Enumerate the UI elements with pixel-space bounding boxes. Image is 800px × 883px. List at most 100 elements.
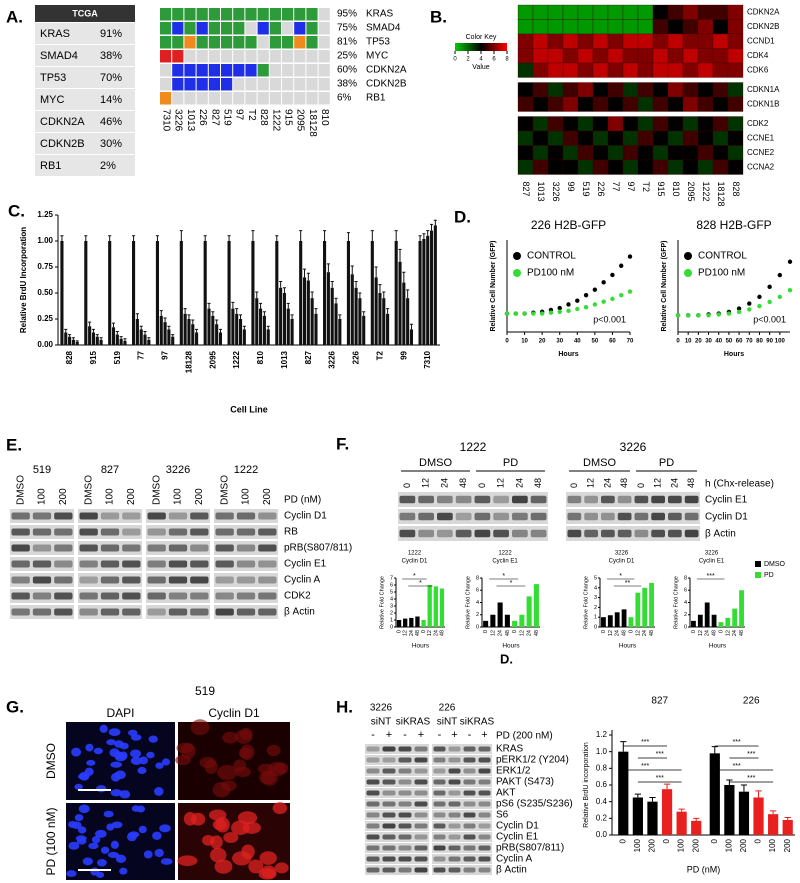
blot-band bbox=[382, 867, 396, 873]
protein-label: Cyclin D1 bbox=[705, 512, 748, 523]
bar bbox=[346, 241, 350, 345]
blot-strip bbox=[566, 509, 700, 524]
y-tick-label: 8 bbox=[684, 575, 687, 581]
x-tick-label: 24 bbox=[527, 630, 533, 636]
nucleus bbox=[110, 789, 123, 797]
blot-band bbox=[398, 746, 412, 752]
blot-band bbox=[366, 801, 380, 807]
x-tick-label: 0 bbox=[628, 630, 634, 633]
color-key bbox=[455, 43, 507, 51]
x-tick-label: 97 bbox=[161, 350, 170, 359]
blot-band bbox=[79, 544, 98, 552]
blot-band bbox=[168, 560, 188, 568]
oncoprint-cell bbox=[160, 78, 172, 91]
heatmap-cell bbox=[667, 62, 684, 78]
y-tick-label: 7 bbox=[390, 575, 393, 581]
heatmap-cell bbox=[622, 19, 639, 35]
oncoprint-cell bbox=[221, 50, 233, 63]
oncoprint-cell bbox=[269, 92, 281, 105]
oncoprint-gene: KRAS bbox=[366, 9, 394, 20]
data-point bbox=[610, 296, 615, 302]
oncoprint-cell bbox=[221, 22, 233, 35]
blot-band bbox=[463, 790, 476, 796]
nucleus bbox=[103, 810, 114, 818]
blot-band bbox=[122, 560, 141, 568]
bar bbox=[282, 293, 287, 345]
nucleus bbox=[95, 829, 107, 838]
bar bbox=[286, 308, 290, 345]
blot-band bbox=[433, 801, 446, 807]
oncoprint-percent: 38% bbox=[337, 79, 357, 90]
nucleus bbox=[119, 867, 128, 875]
blot-band bbox=[463, 867, 476, 873]
key-label: Value bbox=[472, 64, 489, 71]
nucleus bbox=[100, 846, 110, 854]
x-tick-label: 100 bbox=[768, 838, 777, 852]
error-bar bbox=[429, 223, 434, 231]
significance: *** bbox=[641, 763, 649, 770]
bar bbox=[782, 820, 793, 835]
bar bbox=[512, 620, 518, 627]
blot-band bbox=[122, 592, 141, 600]
heatmap-cell bbox=[667, 19, 684, 35]
blot-band bbox=[418, 495, 434, 504]
table-row bbox=[35, 45, 135, 66]
heatmap-cell bbox=[652, 82, 669, 98]
blot-band bbox=[684, 495, 699, 504]
oncoprint-cell bbox=[221, 64, 233, 77]
error-bar bbox=[155, 235, 159, 241]
stained-cell bbox=[234, 766, 251, 778]
heatmap-cell bbox=[727, 130, 744, 146]
bar bbox=[143, 334, 147, 345]
error-bar bbox=[251, 230, 255, 241]
heatmap-cell bbox=[562, 4, 579, 20]
blot-strip bbox=[365, 854, 429, 864]
bar bbox=[642, 587, 648, 627]
heatmap-cell bbox=[697, 48, 714, 64]
x-tick-label: 12 bbox=[635, 630, 641, 636]
sample-label: 828 bbox=[258, 109, 269, 126]
stained-cell bbox=[248, 859, 264, 874]
oncoprint-cell bbox=[221, 78, 233, 91]
bar bbox=[235, 313, 239, 345]
y-tick-label: 4 bbox=[390, 596, 393, 602]
bar bbox=[123, 340, 127, 345]
oncoprint-cell bbox=[245, 50, 257, 63]
oncoprint-cell bbox=[282, 78, 294, 91]
blot-band bbox=[634, 495, 649, 504]
bar bbox=[187, 319, 191, 345]
oncoprint-cell bbox=[172, 22, 184, 35]
error-bar bbox=[310, 291, 314, 299]
timepoint-label: 12 bbox=[653, 478, 663, 488]
error-bar bbox=[275, 235, 279, 241]
table-cell: KRAS bbox=[40, 28, 70, 40]
oncoprint-cell bbox=[196, 64, 208, 77]
bar bbox=[427, 585, 432, 627]
blot-band bbox=[617, 512, 632, 521]
error-bar bbox=[259, 302, 263, 309]
nucleus bbox=[154, 848, 164, 858]
oncoprint-cell bbox=[160, 22, 172, 35]
heatmap-cell bbox=[547, 130, 564, 146]
blot-band bbox=[366, 856, 380, 862]
blot-band bbox=[190, 544, 209, 552]
heatmap-cell bbox=[652, 62, 669, 78]
heatmap-cell bbox=[697, 82, 714, 98]
heatmap-cell bbox=[682, 48, 699, 64]
heatmap-cell bbox=[547, 82, 564, 98]
key-tick-label: 4 bbox=[479, 57, 483, 63]
data-point bbox=[531, 311, 536, 316]
heatmap-cell bbox=[727, 4, 744, 20]
blot-band bbox=[448, 834, 461, 840]
significance: * bbox=[619, 573, 622, 580]
nucleus bbox=[110, 761, 122, 768]
bar bbox=[68, 336, 72, 345]
protein-label: pRB(S807/811) bbox=[496, 843, 564, 854]
bar bbox=[266, 329, 270, 345]
blot-band bbox=[668, 495, 682, 504]
heatmap-cell bbox=[517, 96, 534, 112]
blot-band bbox=[215, 512, 234, 520]
blot-band bbox=[512, 529, 528, 538]
heatmap-cell bbox=[577, 82, 594, 98]
y-tick-label: 3 bbox=[390, 603, 393, 609]
